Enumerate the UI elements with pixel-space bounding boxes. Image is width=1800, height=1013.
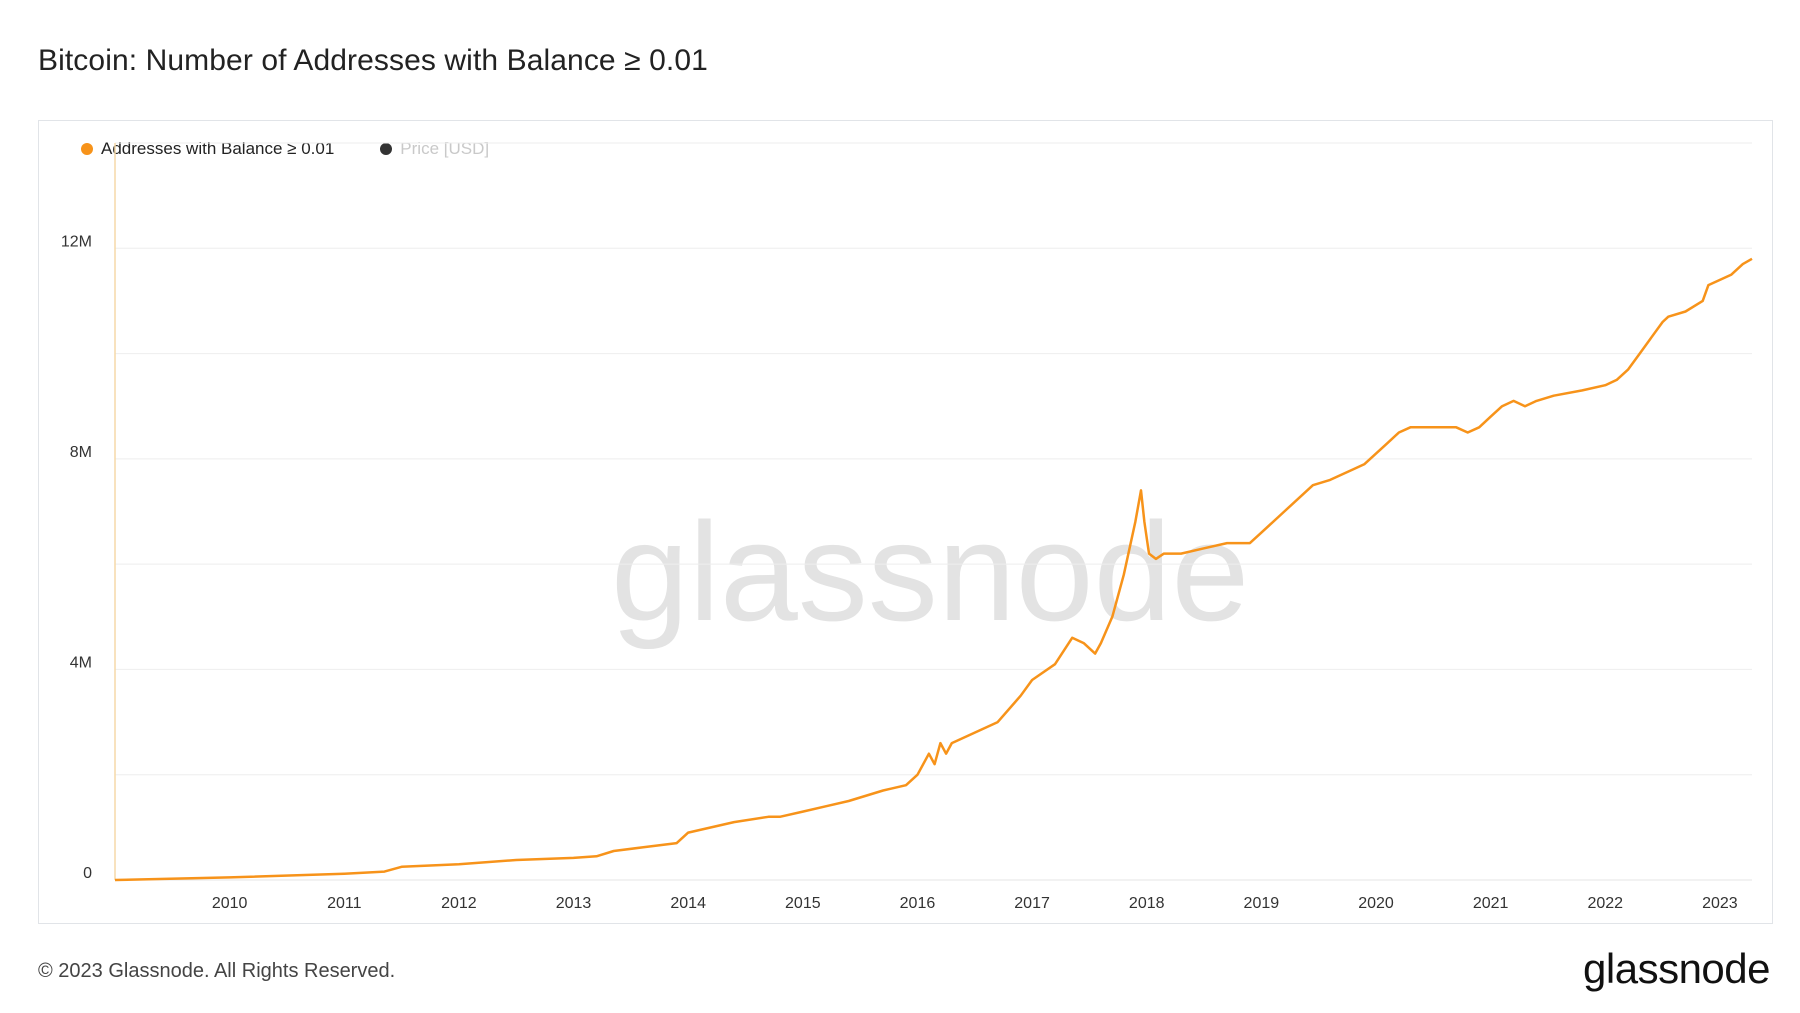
x-tick-label: 2023 xyxy=(1702,895,1738,912)
series-line-addresses xyxy=(114,257,1753,882)
y-tick-label: 12M xyxy=(61,233,92,250)
x-tick-label: 2017 xyxy=(1014,895,1050,912)
x-tick-label: 2014 xyxy=(670,895,706,912)
copyright-text: © 2023 Glassnode. All Rights Reserved. xyxy=(38,960,396,982)
x-tick-label: 2013 xyxy=(556,895,592,912)
legend-dot-price xyxy=(380,143,393,155)
x-tick-label: 2022 xyxy=(1587,895,1623,912)
legend-label-price: Price [USD] xyxy=(400,139,490,158)
legend: Addresses with Balance ≥ 0.01 Price [USD… xyxy=(81,139,489,159)
y-axis-ticks: 0 4M 8M 12M xyxy=(61,233,92,882)
x-tick-label: 2012 xyxy=(441,895,477,912)
x-tick-label: 2010 xyxy=(212,895,248,912)
x-tick-label: 2021 xyxy=(1473,895,1509,912)
legend-label-addresses: Addresses with Balance ≥ 0.01 xyxy=(101,139,335,158)
y-tick-label: 4M xyxy=(70,654,92,671)
y-tick-label: 0 xyxy=(83,865,92,882)
chart-frame: Addresses with Balance ≥ 0.01 Price [USD… xyxy=(38,120,1773,924)
chart-title: Bitcoin: Number of Addresses with Balanc… xyxy=(38,44,708,77)
legend-item-addresses[interactable]: Addresses with Balance ≥ 0.01 xyxy=(81,139,334,159)
x-tick-label: 2011 xyxy=(327,895,362,912)
x-tick-label: 2019 xyxy=(1244,895,1280,912)
x-tick-label: 2020 xyxy=(1358,895,1394,912)
y-tick-label: 8M xyxy=(70,444,92,461)
watermark: glassnode xyxy=(611,493,1249,650)
legend-dot-addresses xyxy=(81,143,93,155)
x-axis-ticks: 2010 2011 2012 2013 2014 2015 2016 2017 2018 2019… xyxy=(212,895,1738,912)
glassnode-logo[interactable]: glassnode xyxy=(1583,945,1770,992)
x-tick-label: 2015 xyxy=(785,895,821,912)
x-tick-label: 2016 xyxy=(900,895,936,912)
x-tick-label: 2018 xyxy=(1129,895,1165,912)
legend-item-price[interactable]: Price [USD] xyxy=(380,139,489,159)
grid-lines xyxy=(115,142,1752,776)
